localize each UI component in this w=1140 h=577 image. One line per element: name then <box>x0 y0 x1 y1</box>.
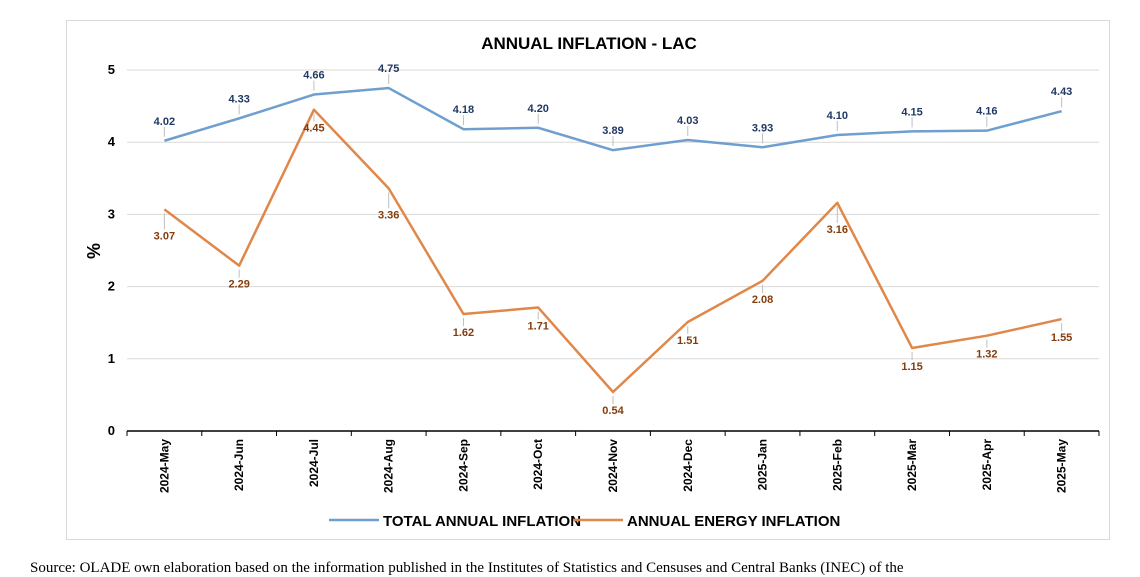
data-label-total: 4.75 <box>378 63 399 75</box>
x-tick-label: 2024-Jul <box>307 439 321 487</box>
y-tick-label: 4 <box>108 134 116 149</box>
data-label-total: 3.93 <box>752 122 773 134</box>
data-label-total: 3.89 <box>602 125 623 137</box>
x-tick-label: 2024-Sep <box>456 439 470 492</box>
source-note: Source: OLADE own elaboration based on t… <box>30 560 904 576</box>
x-tick-label: 2024-Oct <box>531 439 545 490</box>
data-label-energy: 1.71 <box>528 321 549 333</box>
data-label-energy: 3.36 <box>378 209 399 221</box>
data-label-total: 4.43 <box>1051 86 1072 98</box>
x-tick-label: 2025-Jan <box>756 439 770 490</box>
label-leader-lines <box>163 74 1063 405</box>
data-label-total: 4.18 <box>453 104 474 116</box>
data-label-energy: 4.45 <box>303 123 324 135</box>
data-label-energy: 2.08 <box>752 294 773 306</box>
data-label-energy: 3.07 <box>154 230 175 242</box>
y-tick-label: 5 <box>108 62 115 77</box>
inflation-chart: ANNUAL INFLATION - LAC 0 1 2 3 4 5 % 4.02 4.33… <box>84 34 1100 530</box>
x-tick-label: 2025-Apr <box>980 439 994 491</box>
series-lines <box>163 86 1062 394</box>
legend-label-total: TOTAL ANNUAL INFLATION <box>383 513 581 530</box>
series-line-annual-energy-inflation <box>163 108 1062 394</box>
data-label-total: 4.20 <box>528 103 549 115</box>
series-line-total-annual-inflation <box>164 86 1062 152</box>
y-tick-label: 0 <box>108 423 115 438</box>
y-axis-ticks: 0 1 2 3 4 5 <box>108 62 116 438</box>
gridlines <box>127 69 1099 360</box>
data-label-total: 4.15 <box>901 106 922 118</box>
y-tick-label: 1 <box>108 351 115 366</box>
y-axis-label: % <box>84 243 104 259</box>
data-label-energy: 1.62 <box>453 327 474 339</box>
data-label-total: 4.10 <box>827 110 848 122</box>
legend: TOTAL ANNUAL INFLATION ANNUAL ENERGY INF… <box>329 513 840 530</box>
chart-title: ANNUAL INFLATION - LAC <box>481 34 697 53</box>
data-label-energy: 1.51 <box>677 335 698 347</box>
data-label-total: 4.02 <box>154 116 175 128</box>
data-label-total: 4.66 <box>303 70 324 82</box>
x-tick-label: 2024-Jun <box>232 439 246 491</box>
data-label-energy: 0.54 <box>602 405 624 417</box>
x-tick-label: 2024-Aug <box>382 439 396 493</box>
x-tick-label: 2025-Mar <box>905 439 919 491</box>
data-label-energy: 3.16 <box>827 224 848 236</box>
data-labels: 4.02 4.33 4.66 4.75 4.18 4.20 3.89 4.03 3.93 4.10… <box>154 63 1073 417</box>
data-label-energy: 1.15 <box>901 361 922 373</box>
data-label-energy: 1.55 <box>1051 332 1072 344</box>
chart-frame: ANNUAL INFLATION - LAC 0 1 2 3 4 5 % 4.02 4.33… <box>66 20 1110 540</box>
data-label-energy: 2.29 <box>228 279 249 291</box>
data-label-energy: 1.32 <box>976 349 997 361</box>
data-label-total: 4.03 <box>677 115 698 127</box>
legend-label-energy: ANNUAL ENERGY INFLATION <box>627 513 840 530</box>
data-label-total: 4.33 <box>228 93 249 105</box>
x-axis-ticks: 2024-May 2024-Jun 2024-Jul 2024-Aug 2024-Sep… <box>126 431 1100 493</box>
y-tick-label: 3 <box>108 206 115 221</box>
x-tick-label: 2024-Dec <box>681 439 695 492</box>
x-tick-label: 2024-Nov <box>606 439 620 493</box>
y-tick-label: 2 <box>108 279 115 294</box>
x-tick-label: 2025-May <box>1055 439 1069 493</box>
x-tick-label: 2025-Feb <box>830 439 844 491</box>
x-tick-label: 2024-May <box>157 439 171 493</box>
data-label-total: 4.16 <box>976 106 997 118</box>
